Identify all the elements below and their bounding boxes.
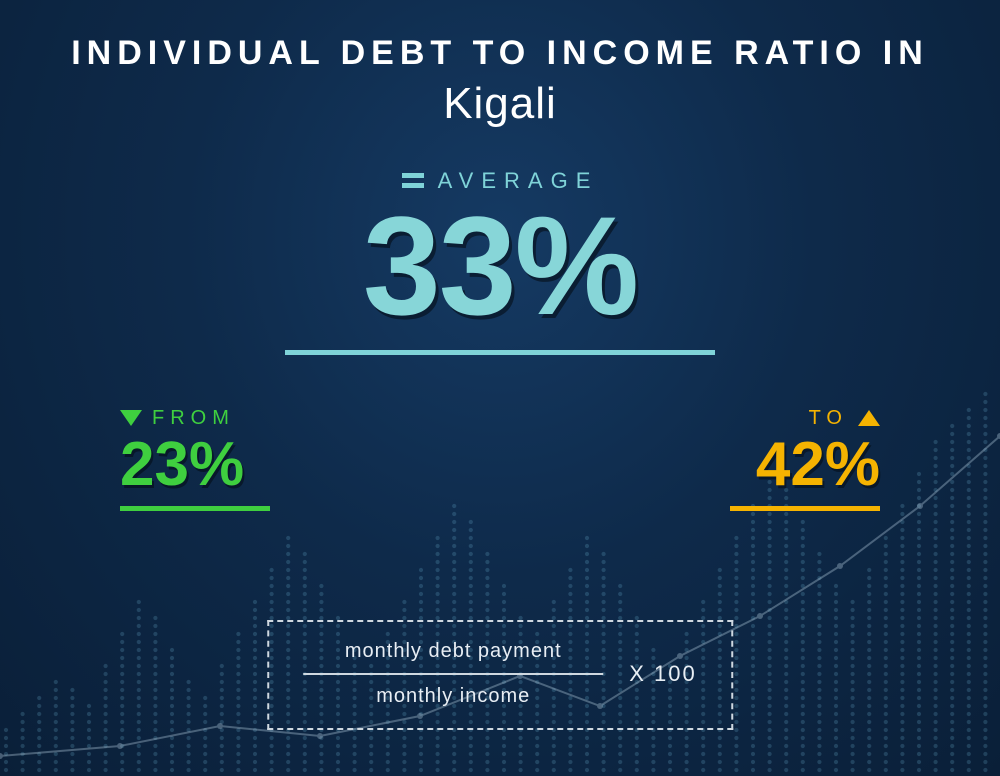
range-to-label: TO [809, 407, 848, 430]
title-block: INDIVIDUAL DEBT TO INCOME RATIO IN Kigal… [0, 0, 1000, 129]
range-to: TO 42% [690, 407, 880, 511]
range-to-value: 42% [690, 434, 880, 496]
title-line2: Kigali [0, 79, 1000, 129]
average-underline [285, 350, 715, 355]
formula-fraction: monthly debt payment monthly income [303, 640, 603, 708]
content: INDIVIDUAL DEBT TO INCOME RATIO IN Kigal… [0, 0, 1000, 776]
range-from: FROM 23% [120, 407, 310, 511]
formula-box: monthly debt payment monthly income X 10… [267, 620, 733, 730]
range-from-label: FROM [152, 407, 235, 430]
triangle-up-icon [858, 410, 880, 426]
range-row: FROM 23% TO 42% [120, 407, 880, 511]
formula-denominator: monthly income [303, 675, 603, 708]
average-block: AVERAGE 33% [0, 165, 1000, 355]
equals-icon [402, 173, 424, 188]
formula-multiplier: X 100 [629, 661, 697, 687]
average-value: 33% [0, 196, 1000, 336]
range-from-label-row: FROM [120, 407, 310, 430]
triangle-down-icon [120, 410, 142, 426]
range-from-value: 23% [120, 434, 310, 496]
range-to-underline [730, 506, 880, 511]
range-from-underline [120, 506, 270, 511]
range-to-label-row: TO [690, 407, 880, 430]
title-line1: INDIVIDUAL DEBT TO INCOME RATIO IN [0, 34, 1000, 73]
formula-numerator: monthly debt payment [303, 640, 603, 673]
